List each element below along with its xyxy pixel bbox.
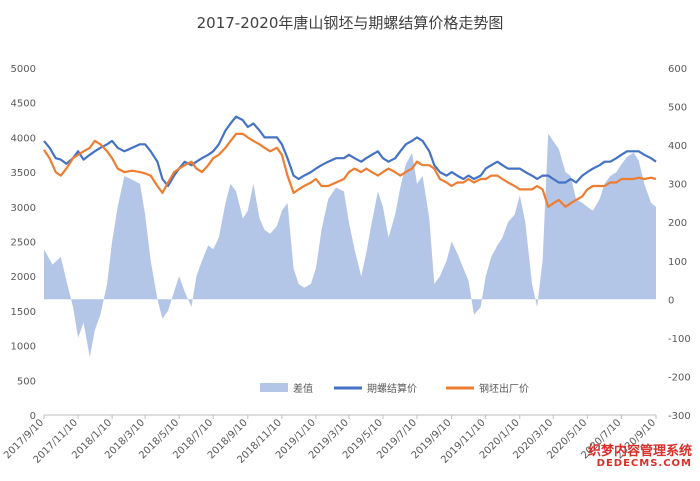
y-right-tick-label: 200 xyxy=(668,218,687,229)
y-left-tick-label: 3000 xyxy=(11,203,36,214)
y-right-tick-label: -100 xyxy=(668,334,691,345)
y-left-tick-label: 5000 xyxy=(11,64,36,75)
y-right-tick-label: -300 xyxy=(668,411,691,422)
y-left-tick-label: 3500 xyxy=(11,168,36,179)
chart-title: 2017-2020年唐山钢坯与期螺结算价格走势图 xyxy=(197,14,504,32)
legend-label: 期螺结算价 xyxy=(367,382,417,395)
y-left-tick-label: 1500 xyxy=(11,307,36,318)
y-right-tick-label: -200 xyxy=(668,372,691,383)
y-left-tick-label: 4500 xyxy=(11,99,36,110)
y-left-tick-label: 500 xyxy=(17,376,36,387)
y-right-tick-label: 600 xyxy=(668,64,687,75)
y-left-tick-label: 2000 xyxy=(11,272,36,283)
y-left-tick-label: 4000 xyxy=(11,133,36,144)
y-right-tick-label: 0 xyxy=(668,295,674,306)
watermark-logo: 织梦内容管理系统 DEDECMS.COM xyxy=(588,445,692,469)
y-right-tick-label: 500 xyxy=(668,103,687,114)
legend-label: 钢坯出厂价 xyxy=(479,382,529,395)
series-line-1 xyxy=(43,115,657,188)
watermark-line1: 织梦内容管理系统 xyxy=(587,443,692,459)
y-right-tick-label: 300 xyxy=(668,180,687,191)
legend-swatch-area xyxy=(260,383,288,392)
legend-label: 差值 xyxy=(293,382,313,395)
series-area-chazhi xyxy=(44,133,656,358)
y-left-tick-label: 0 xyxy=(30,411,36,422)
series-line-2 xyxy=(43,132,657,208)
y-right-tick-label: 100 xyxy=(668,257,687,268)
watermark-line2: DEDECMS.COM xyxy=(596,457,692,469)
y-left-tick-label: 2500 xyxy=(11,238,36,249)
y-left-tick-label: 1000 xyxy=(11,342,36,353)
y-right-tick-label: 400 xyxy=(668,141,687,152)
